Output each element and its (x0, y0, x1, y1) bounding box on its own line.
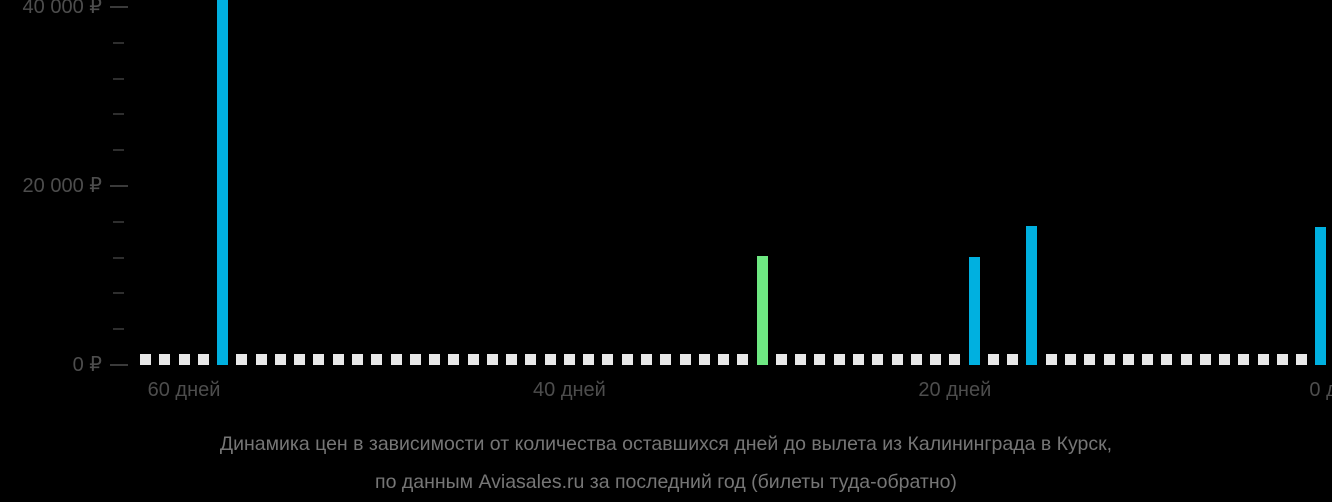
chart-bar[interactable] (1219, 354, 1231, 365)
y-axis-tick-minor (113, 328, 124, 331)
y-axis-label: 0 ₽ (72, 354, 102, 376)
chart-bar[interactable] (718, 354, 730, 365)
y-axis-tick-minor (113, 41, 124, 44)
chart-bar[interactable] (968, 256, 980, 365)
caption-line-2: по данным Aviasales.ru за последний год … (375, 471, 957, 493)
chart-bar[interactable] (872, 354, 884, 365)
y-axis-label: 40 000 ₽ (22, 0, 102, 18)
chart-bar[interactable] (583, 354, 595, 365)
y-axis-tick-minor (113, 256, 124, 259)
chart-bar[interactable] (1199, 354, 1211, 365)
chart-bar[interactable] (891, 354, 903, 365)
x-axis-label: 20 дней (918, 379, 992, 401)
x-axis-label: 0 дней (1309, 379, 1332, 401)
chart-bar[interactable] (756, 255, 768, 365)
chart-bar[interactable] (737, 354, 749, 365)
chart-bar[interactable] (930, 354, 942, 365)
chart-bar[interactable] (525, 354, 537, 365)
chart-bar[interactable] (390, 354, 402, 365)
chart-bar[interactable] (679, 354, 691, 365)
chart-bar[interactable] (1026, 226, 1038, 365)
chart-bar[interactable] (255, 354, 267, 365)
chart-bar[interactable] (814, 354, 826, 365)
y-axis-tick-major (110, 185, 128, 187)
y-axis-tick-minor (113, 149, 124, 152)
chart-bar[interactable] (217, 0, 229, 365)
chart-bar[interactable] (371, 354, 383, 365)
chart-bar[interactable] (294, 354, 306, 365)
chart-bar[interactable] (429, 354, 441, 365)
chart-bar[interactable] (448, 354, 460, 365)
chart-bar[interactable] (1084, 354, 1096, 365)
chart-bar[interactable] (236, 354, 248, 365)
chart-bar[interactable] (1180, 354, 1192, 365)
chart-bar[interactable] (1103, 354, 1115, 365)
y-axis-tick-minor (113, 220, 124, 223)
chart-bar[interactable] (159, 354, 171, 365)
chart-bar[interactable] (621, 354, 633, 365)
chart-bar[interactable] (852, 354, 864, 365)
y-axis-tick-minor (113, 113, 124, 116)
chart-bar[interactable] (949, 354, 961, 365)
plot-area (138, 0, 1332, 365)
caption-line-1: Динамика цен в зависимости от количества… (219, 433, 1113, 455)
y-axis-tick-minor (113, 292, 124, 295)
x-axis-label: 60 дней (147, 379, 221, 401)
chart-bar[interactable] (1238, 354, 1250, 365)
y-axis-tick-minor (113, 77, 124, 80)
chart-bar[interactable] (1122, 354, 1134, 365)
y-axis: 40 000 ₽ 20 000 ₽ 0 ₽ (0, 0, 138, 376)
x-axis: 60 дней 40 дней 20 дней 0 дней (138, 365, 1332, 415)
chart-bar[interactable] (910, 354, 922, 365)
y-axis-label: 20 000 ₽ (22, 175, 102, 197)
chart-bar[interactable] (1315, 227, 1327, 365)
chart-bar[interactable] (563, 354, 575, 365)
chart-bar[interactable] (486, 354, 498, 365)
x-axis-label: 40 дней (533, 379, 606, 401)
chart-bar[interactable] (698, 354, 710, 365)
chart-bar[interactable] (178, 354, 190, 365)
chart-bar[interactable] (1064, 354, 1076, 365)
chart-bar[interactable] (1142, 354, 1154, 365)
y-axis-tick-major (110, 364, 128, 366)
chart-bar[interactable] (506, 354, 518, 365)
chart-bar[interactable] (1007, 354, 1019, 365)
chart-caption: Динамика цен в зависимости от количества… (0, 425, 1332, 501)
chart-bar[interactable] (641, 354, 653, 365)
y-axis-tick-major (110, 6, 128, 8)
chart-bar[interactable] (313, 354, 325, 365)
chart-bar[interactable] (1045, 354, 1057, 365)
chart-bar[interactable] (987, 354, 999, 365)
chart-bar[interactable] (274, 354, 286, 365)
chart-bar[interactable] (197, 354, 209, 365)
chart-bar[interactable] (1257, 354, 1269, 365)
chart-bar[interactable] (1276, 354, 1288, 365)
chart-bar[interactable] (1296, 354, 1308, 365)
chart-bar[interactable] (409, 354, 421, 365)
chart-bar[interactable] (332, 354, 344, 365)
chart-bar[interactable] (833, 354, 845, 365)
chart-bar[interactable] (775, 354, 787, 365)
chart-bar[interactable] (660, 354, 672, 365)
chart-bar[interactable] (795, 354, 807, 365)
chart-bar[interactable] (1161, 354, 1173, 365)
chart-bar[interactable] (351, 354, 363, 365)
chart-bar[interactable] (602, 354, 614, 365)
chart-bar[interactable] (467, 354, 479, 365)
chart-bar[interactable] (140, 354, 151, 365)
chart-bar[interactable] (544, 354, 556, 365)
